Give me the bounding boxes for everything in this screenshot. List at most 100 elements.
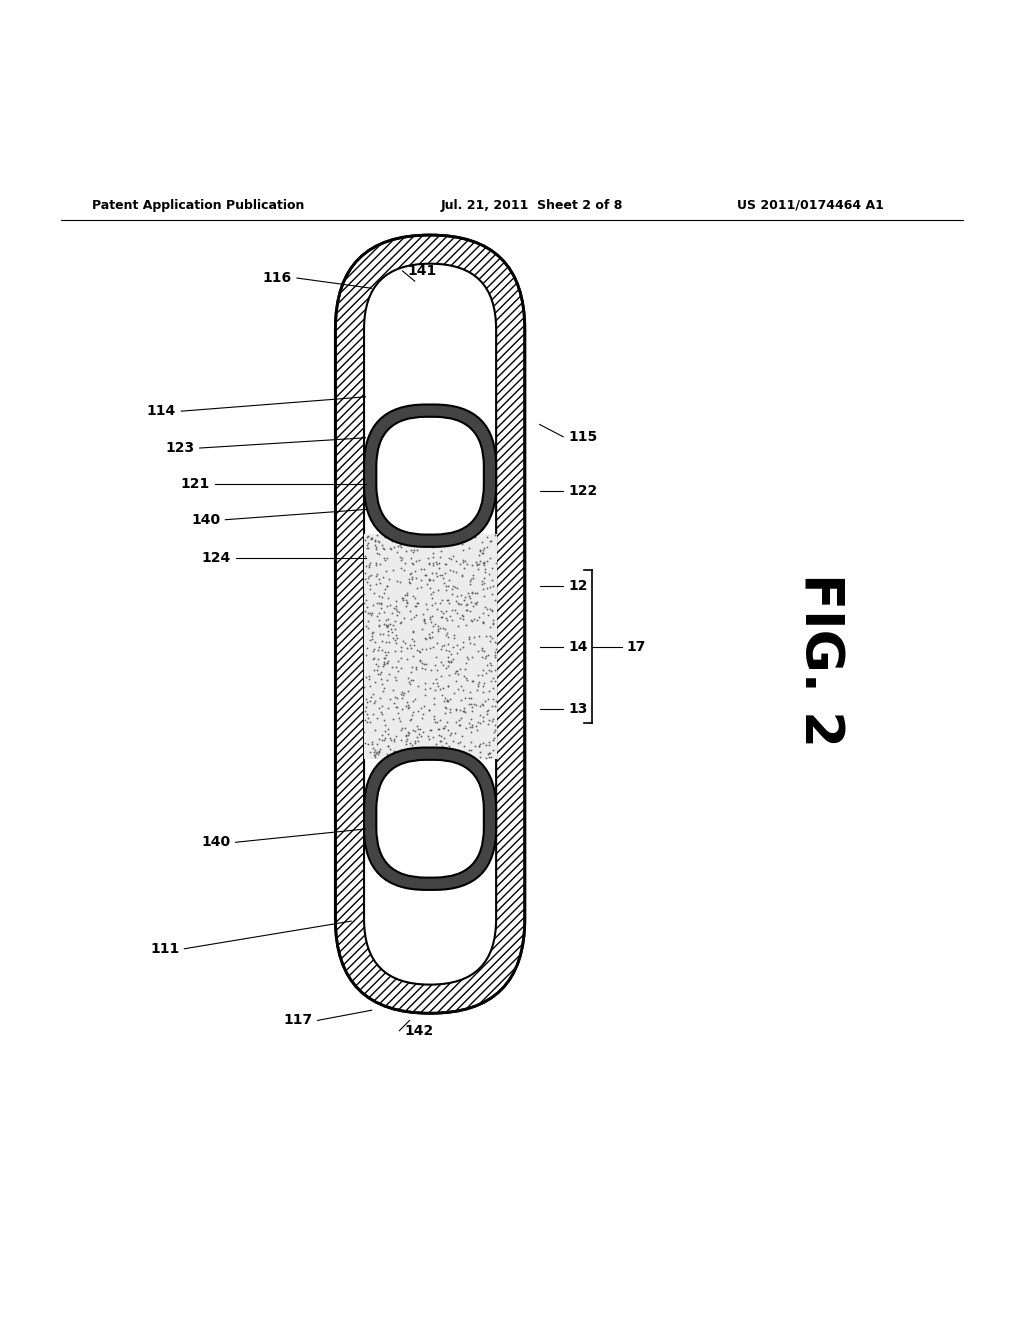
Point xyxy=(465,671,481,692)
Point xyxy=(385,628,401,649)
Point xyxy=(453,708,469,729)
Point xyxy=(358,616,375,638)
Point xyxy=(428,529,444,550)
Point xyxy=(482,743,499,764)
Point xyxy=(408,657,424,678)
Point xyxy=(406,645,422,667)
Point xyxy=(394,630,411,651)
Point xyxy=(398,591,415,612)
Point xyxy=(357,562,374,583)
Point xyxy=(400,569,417,590)
Point xyxy=(398,729,415,750)
Point xyxy=(411,676,427,697)
Point xyxy=(472,696,488,717)
Point xyxy=(403,747,420,768)
Point xyxy=(362,578,379,599)
Point xyxy=(464,671,480,692)
Point xyxy=(404,552,421,573)
Point xyxy=(409,595,425,616)
Point xyxy=(445,682,462,704)
Point xyxy=(400,722,417,743)
Point xyxy=(475,676,492,697)
Point xyxy=(444,545,461,566)
Point xyxy=(484,708,501,729)
Point xyxy=(380,735,396,756)
Point xyxy=(434,718,451,739)
Point xyxy=(422,719,438,741)
Point xyxy=(358,589,375,610)
Point xyxy=(359,602,376,623)
Point xyxy=(475,694,492,715)
Point xyxy=(464,647,480,668)
Point xyxy=(383,730,399,751)
Point xyxy=(479,605,496,626)
Point xyxy=(428,734,444,755)
Point xyxy=(446,627,463,648)
Point xyxy=(470,673,486,694)
Point xyxy=(444,739,461,760)
Point xyxy=(473,570,489,591)
Point xyxy=(362,527,379,548)
Point xyxy=(487,632,504,653)
Point xyxy=(441,640,458,661)
Point xyxy=(377,647,393,668)
Point xyxy=(440,593,457,614)
Point xyxy=(398,593,415,614)
Point xyxy=(382,727,398,748)
Point xyxy=(370,648,386,669)
Point xyxy=(447,661,464,682)
Point xyxy=(429,659,445,680)
Point xyxy=(412,525,428,546)
Point xyxy=(390,702,407,723)
Point xyxy=(358,711,375,733)
Point xyxy=(360,532,377,553)
Point xyxy=(456,590,472,611)
Point xyxy=(380,697,396,718)
Point xyxy=(454,565,470,586)
Point xyxy=(418,628,434,649)
Point xyxy=(397,552,414,573)
Point xyxy=(483,746,500,767)
Point xyxy=(428,565,444,586)
Point xyxy=(475,733,492,754)
Point xyxy=(421,569,437,590)
Point xyxy=(371,586,387,607)
Point xyxy=(409,639,425,660)
Point xyxy=(387,630,403,651)
Point xyxy=(441,560,458,581)
Point xyxy=(402,524,419,545)
Point xyxy=(482,531,499,552)
Point xyxy=(443,651,460,672)
Point xyxy=(373,738,389,759)
Point xyxy=(463,741,479,762)
Point xyxy=(419,598,435,619)
Point xyxy=(404,622,421,643)
Point xyxy=(443,722,460,743)
Point xyxy=(461,688,477,709)
Point xyxy=(372,569,388,590)
Point xyxy=(418,532,434,553)
Point xyxy=(476,568,493,589)
Point xyxy=(486,642,503,663)
Point xyxy=(423,737,439,758)
Text: 124: 124 xyxy=(201,550,230,565)
Point xyxy=(482,626,499,647)
Point xyxy=(393,549,410,570)
Point xyxy=(429,553,445,574)
Point xyxy=(379,576,395,597)
Point xyxy=(414,619,430,640)
Point xyxy=(467,582,483,603)
Point xyxy=(414,653,430,675)
Point xyxy=(387,618,403,639)
Point xyxy=(361,630,378,651)
Point xyxy=(474,682,490,704)
Point xyxy=(368,653,384,675)
Point xyxy=(484,739,501,760)
Point xyxy=(357,529,374,550)
Point xyxy=(483,627,500,648)
Text: 13: 13 xyxy=(568,702,588,717)
Point xyxy=(450,663,466,684)
Point xyxy=(485,576,502,597)
Point xyxy=(480,734,497,755)
Point xyxy=(388,725,404,746)
